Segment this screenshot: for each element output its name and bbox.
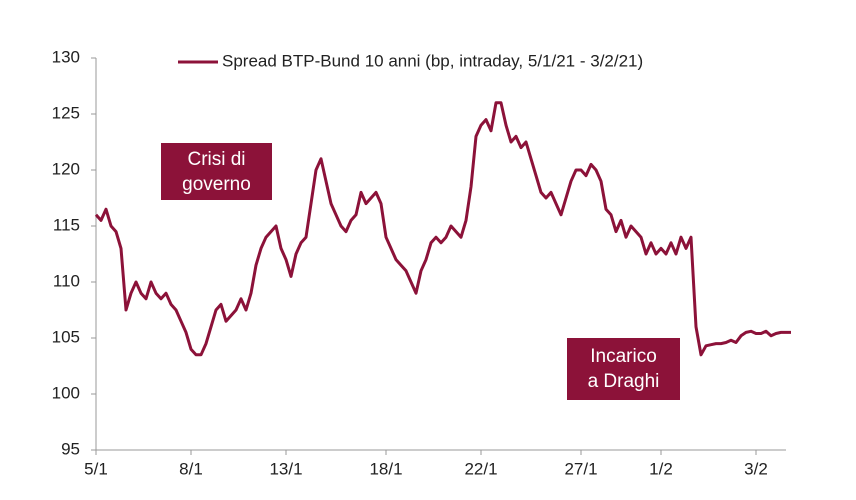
- y-tick-label: 115: [53, 215, 80, 234]
- y-tick-label: 100: [52, 383, 80, 402]
- annotation-text: a Draghi: [588, 371, 660, 392]
- x-tick-label: 13/1: [269, 459, 302, 478]
- annotation-box: [567, 338, 680, 400]
- annotation-text: Incarico: [590, 346, 657, 367]
- annotation-box: [161, 143, 272, 200]
- y-tick-label: 95: [61, 439, 80, 458]
- y-tick-label: 105: [52, 327, 80, 346]
- x-tick-label: 8/1: [179, 459, 203, 478]
- y-tick-label: 130: [52, 47, 80, 66]
- x-tick-label: 5/1: [84, 459, 108, 478]
- x-tick-label: 1/2: [649, 459, 673, 478]
- x-tick-label: 18/1: [369, 459, 402, 478]
- x-tick-label: 3/2: [744, 459, 768, 478]
- line: [94, 101, 791, 357]
- y-tick-label: 120: [52, 159, 80, 178]
- x-tick-label: 27/1: [564, 459, 597, 478]
- annotation-text: Crisi di: [187, 149, 245, 170]
- annotation-text: governo: [182, 174, 251, 195]
- x-tick-label: 22/1: [464, 459, 497, 478]
- y-tick-label: 110: [53, 271, 80, 290]
- y-tick-label: 125: [52, 103, 80, 122]
- legend-label: Spread BTP-Bund 10 anni (bp, intraday, 5…: [222, 51, 643, 70]
